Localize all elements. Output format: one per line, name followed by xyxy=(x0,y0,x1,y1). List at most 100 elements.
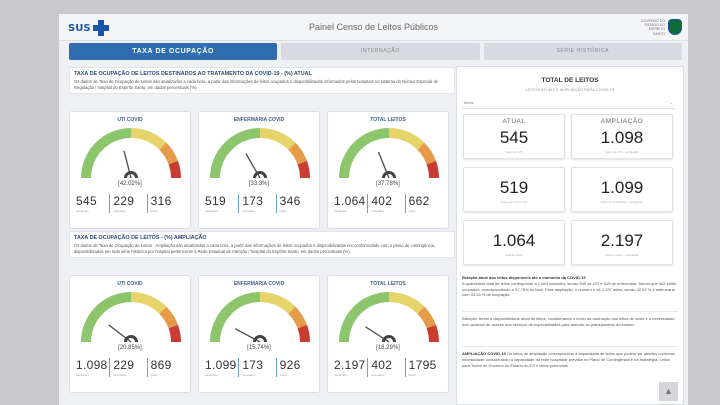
stat-value: 519 xyxy=(205,194,226,208)
filter-select[interactable]: Todos ⌄ xyxy=(462,100,675,109)
note-ampliacao-body: Os leitos de ampliação correspondem à ca… xyxy=(462,351,676,368)
tab-serie-historica[interactable]: SÉRIE HISTÓRICA xyxy=(483,43,682,60)
gauge-label: UTI COVID xyxy=(117,281,143,287)
total-card-uti-ampliacao: AMPLIAÇÃO 1.098 leitos de UTI - ampliaçã… xyxy=(571,114,673,159)
gauge-stats: 1.064 pacientes 402 ocupados 662 leitos xyxy=(334,194,442,213)
gauge-segment-orange xyxy=(417,142,436,165)
stat-item: 1.064 pacientes xyxy=(334,194,367,213)
cross-icon xyxy=(92,20,109,36)
total-card-enf-atual: 519 leitos de enfermaria xyxy=(463,167,565,212)
stat-sublabel: pacientes xyxy=(334,373,347,377)
stat-item: 229 ocupados xyxy=(109,358,146,377)
gauge-segment-red xyxy=(168,160,181,178)
tab-internacao[interactable]: INTERNAÇÃO xyxy=(281,43,480,60)
tab-taxa-ocupacao[interactable]: TAXA DE OCUPAÇÃO xyxy=(69,43,278,60)
col-ampliacao-label: AMPLIAÇÃO xyxy=(600,118,644,125)
stat-sublabel: pacientes xyxy=(205,373,218,377)
total-sub: leitos de UTI - ampliação xyxy=(605,150,639,154)
stat-sublabel: ocupados xyxy=(242,373,256,377)
stat-item: 1.098 pacientes xyxy=(76,358,109,377)
stat-sublabel: ocupados xyxy=(113,373,127,377)
stat-sublabel: leitos xyxy=(408,209,416,213)
gauge-percentage: [42.02%] xyxy=(118,181,142,187)
stat-sublabel: leitos xyxy=(408,373,416,377)
gauge-label: ENFERMARIA COVID xyxy=(233,281,285,287)
stat-value: 316 xyxy=(150,194,172,208)
stat-sublabel: leitos xyxy=(150,373,158,377)
total-value: 545 xyxy=(499,128,529,147)
total-value: 1.064 xyxy=(492,231,536,250)
stat-value: 1795 xyxy=(408,358,437,372)
gauge-percentage: [18.29%] xyxy=(376,345,400,351)
gauge-segment-green xyxy=(210,128,260,178)
stat-value: 402 xyxy=(371,358,393,372)
gauge-hub xyxy=(382,171,396,178)
stat-value: 173 xyxy=(242,194,264,208)
stat-sublabel: leitos xyxy=(279,209,287,213)
gauge-chart xyxy=(81,292,181,343)
gauge-segment-green xyxy=(339,292,389,342)
gauge-segment-yellow xyxy=(131,292,167,314)
stat-sublabel: ocupados xyxy=(371,373,385,377)
col-atual-label: ATUAL xyxy=(502,118,526,125)
gauge-hub xyxy=(382,335,396,342)
stat-sublabel: pacientes xyxy=(205,209,218,213)
gauge-hub xyxy=(124,335,138,342)
gauge-segment-red xyxy=(297,324,310,342)
stat-sublabel: ocupados xyxy=(113,209,127,213)
gauge-hub xyxy=(253,171,267,178)
app-header: SUS Painel Censo de Leitos Públicos GOVE… xyxy=(59,14,688,41)
gauge-segment-yellow xyxy=(260,128,296,150)
note-atencao: Atenção: tendo a disponibilidade atual d… xyxy=(462,316,675,327)
stat-sublabel: pacientes xyxy=(76,373,89,377)
dashboard-frame: SUS Painel Censo de Leitos Públicos GOVE… xyxy=(59,14,688,405)
gauge-segment-green xyxy=(81,292,131,342)
stat-item: 2.197 pacientes xyxy=(334,358,367,377)
stat-value: 173 xyxy=(242,358,264,372)
gauge-percentage: [33.3%] xyxy=(248,181,270,187)
stat-item: 316 leitos xyxy=(146,194,184,213)
note-atual-body: A quantidade total de leitos corresponde… xyxy=(462,280,677,298)
gauge-hub xyxy=(124,171,138,178)
note-atual-title: Relação atual dos leitos disponíveis até… xyxy=(462,275,586,280)
stat-item: 519 pacientes xyxy=(205,194,238,213)
stat-item: 402 ocupados xyxy=(367,194,404,213)
stat-item: 229 ocupados xyxy=(109,194,146,213)
total-sub: total de leitos xyxy=(505,253,523,257)
gov-logo: GOVERNO DO ESTADO DO ESPÍRITO SANTO xyxy=(639,19,682,36)
total-sub: total de leitos - ampliação xyxy=(604,253,640,257)
stat-value: 869 xyxy=(150,358,172,372)
gauge-chart xyxy=(339,292,439,343)
note-ampliacao-title: AMPLIAÇÃO COVID-19 xyxy=(462,351,506,356)
stat-value: 545 xyxy=(76,194,97,208)
stat-value: 402 xyxy=(371,194,393,208)
stat-sublabel: leitos xyxy=(279,373,287,377)
atual-gauge-card: ENFERMARIA COVID [33.3%] 519 pacientes 173 oc… xyxy=(198,111,320,229)
stat-item: 662 leitos xyxy=(404,194,442,213)
stat-value: 662 xyxy=(408,194,430,208)
logo-text: SUS xyxy=(68,22,91,34)
stat-value: 1.098 xyxy=(76,358,108,372)
stat-value: 346 xyxy=(279,194,301,208)
scroll-up-button[interactable]: ▲ xyxy=(659,382,678,401)
gauge-segment-orange xyxy=(417,306,436,329)
stat-value: 229 xyxy=(113,358,135,372)
stat-item: 545 pacientes xyxy=(76,194,109,213)
gauge-segment-green xyxy=(339,128,389,178)
gauge-stats: 1.099 pacientes 173 ocupados 926 leitos xyxy=(205,358,313,377)
divider xyxy=(462,311,678,312)
stat-value: 1.099 xyxy=(205,358,237,372)
gauge-segment-yellow xyxy=(389,128,425,150)
total-leitos-panel: TOTAL DE LEITOS LEITOS ATUAIS E AMPLIAÇÃ… xyxy=(456,66,684,405)
total-value: 1.099 xyxy=(600,178,644,197)
gauge-chart xyxy=(210,128,310,179)
total-card-uti-atual: ATUAL 545 leitos de UTI xyxy=(463,114,565,159)
total-card-total-ampliacao: 2.197 total de leitos - ampliação xyxy=(571,220,673,265)
gauge-segment-red xyxy=(426,160,439,178)
gauge-segment-orange xyxy=(159,142,178,165)
chevron-down-icon: ⌄ xyxy=(669,100,673,105)
stat-item: 1795 leitos xyxy=(404,358,442,377)
app-title: Painel Censo de Leitos Públicos xyxy=(308,22,439,32)
gauge-segment-green xyxy=(210,292,260,342)
sus-logo: SUS xyxy=(68,20,109,36)
